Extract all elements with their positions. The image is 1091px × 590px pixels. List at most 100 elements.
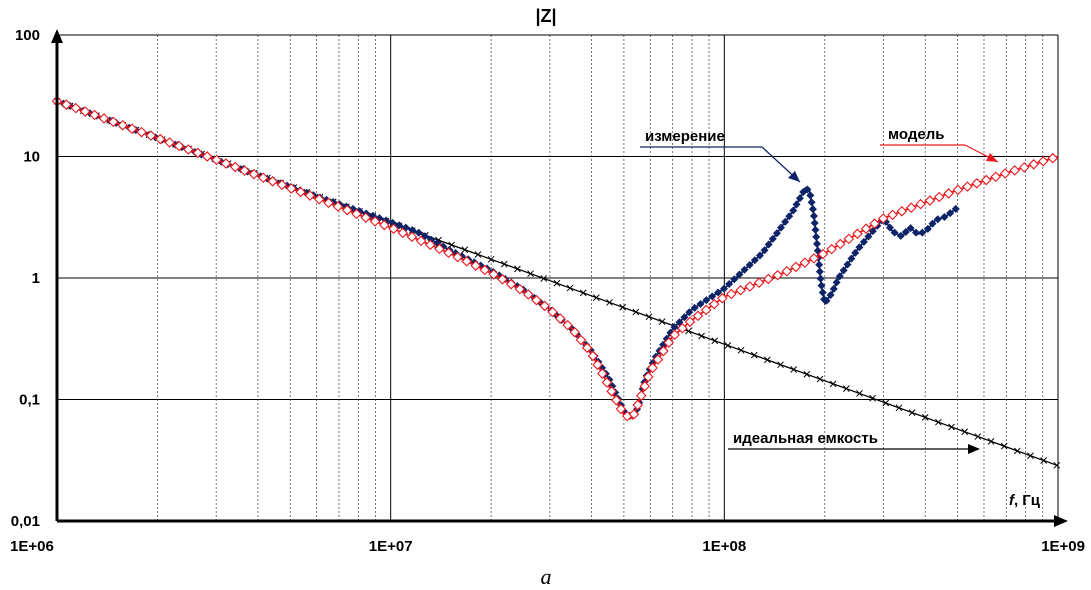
data-point-ideal-capacitance <box>711 337 719 345</box>
data-point-model <box>155 133 166 145</box>
y-tick-label: 0,1 <box>19 392 40 409</box>
data-point-ideal-capacitance <box>579 289 587 297</box>
data-point-model <box>1037 155 1049 167</box>
data-point-measurement <box>750 256 759 265</box>
data-point-model <box>488 269 499 280</box>
x-axis-label: f, Гц <box>1009 492 1041 509</box>
data-point-model <box>924 195 936 206</box>
series-model <box>51 95 1059 422</box>
data-point-ideal-capacitance <box>895 404 903 412</box>
data-point-measurement <box>690 303 699 312</box>
data-point-model <box>575 334 587 346</box>
data-point-model <box>98 113 110 124</box>
data-point-ideal-capacitance <box>514 265 521 273</box>
data-point-measurement <box>815 267 824 276</box>
data-point-measurement <box>885 223 894 232</box>
data-point-model <box>452 251 463 263</box>
data-point-model <box>192 147 204 159</box>
x-axis-arrowhead <box>1054 515 1068 527</box>
data-point-measurement <box>812 232 821 241</box>
y-tick-label: 0,01 <box>11 513 40 530</box>
data-point-measurement <box>789 206 798 215</box>
y-tick-label: 10 <box>23 149 40 166</box>
data-point-measurement <box>912 228 921 237</box>
data-point-model <box>635 390 647 401</box>
data-point-model <box>89 109 100 121</box>
data-point-model <box>1047 152 1059 164</box>
data-point-measurement <box>414 228 423 237</box>
data-point-model <box>735 284 746 296</box>
y-tick-label: 1 <box>32 270 40 287</box>
data-point-model <box>843 233 855 245</box>
data-point-measurement <box>755 251 764 260</box>
data-point-model <box>834 238 846 250</box>
data-point-model <box>943 188 954 199</box>
data-point-measurement <box>785 212 794 221</box>
data-point-model <box>790 261 802 273</box>
data-point-model <box>700 304 712 316</box>
data-point-model <box>615 403 627 415</box>
data-point-model <box>763 273 774 285</box>
annotation-measurement: измерение <box>640 128 801 183</box>
data-point-measurement <box>815 260 824 269</box>
y-tick-label: 100 <box>15 27 40 44</box>
data-point-model <box>229 161 241 173</box>
data-point-measurement <box>818 288 827 297</box>
data-point-model <box>562 319 573 331</box>
data-point-model <box>424 239 436 251</box>
data-point-measurement <box>906 224 915 233</box>
data-point-model <box>117 120 129 131</box>
x-tick-label: 1E+09 <box>1041 538 1085 555</box>
data-point-ideal-capacitance <box>921 414 929 421</box>
data-point-ideal-capacitance <box>527 270 534 278</box>
axes <box>51 29 1068 527</box>
annotation-ideal-capacitance: идеальная емкость <box>728 430 980 454</box>
data-point-model <box>351 208 362 220</box>
data-point-ideal-capacitance <box>500 260 508 268</box>
data-point-measurement <box>777 223 786 232</box>
tick-labels: 1E+06 1E+07 1E+08 1E+09 0,01 0,1 1 10 100 <box>10 27 1085 555</box>
data-point-model <box>61 99 72 110</box>
data-point-model <box>877 213 889 224</box>
data-point-ideal-capacitance <box>632 308 640 316</box>
data-point-model <box>79 106 91 117</box>
data-point-measurement <box>923 224 932 233</box>
annotation-model: модель <box>880 126 999 163</box>
annotation-measurement-label: измерение <box>645 128 725 145</box>
data-point-model <box>286 183 297 194</box>
data-point-measurement <box>816 274 825 283</box>
data-point-measurement <box>714 288 723 297</box>
data-point-model <box>539 300 550 312</box>
data-point-model <box>933 191 945 203</box>
data-point-model <box>717 292 728 304</box>
data-point-measurement <box>946 209 955 218</box>
data-point-model <box>692 310 704 322</box>
data-point-measurement <box>810 218 819 227</box>
data-point-measurement <box>735 270 744 279</box>
data-point-model <box>173 140 185 152</box>
data-point-model <box>852 228 863 240</box>
data-point-model <box>592 359 603 371</box>
data-point-measurement <box>901 228 910 237</box>
annotation-ideal-capacitance-arrowhead <box>968 444 980 454</box>
data-point-model <box>434 243 445 255</box>
data-point-ideal-capacitance <box>829 380 837 388</box>
data-point-measurement <box>812 239 821 248</box>
data-point-measurement <box>933 215 942 224</box>
data-point-measurement <box>702 296 711 305</box>
data-point-model <box>808 253 820 264</box>
data-point-measurement <box>811 225 820 234</box>
data-point-model <box>569 326 580 338</box>
data-point-model <box>628 408 640 420</box>
data-point-ideal-capacitance <box>790 366 798 373</box>
data-point-measurement <box>826 290 835 299</box>
chart-title: |Z| <box>535 6 556 26</box>
data-point-model <box>164 137 175 148</box>
y-axis-arrowhead <box>51 29 63 43</box>
data-point-measurement <box>918 228 927 237</box>
data-point-ideal-capacitance <box>724 342 732 349</box>
data-point-measurement <box>708 292 717 301</box>
data-point-model <box>669 329 681 341</box>
data-point-model <box>971 178 983 189</box>
data-point-model <box>304 190 316 201</box>
